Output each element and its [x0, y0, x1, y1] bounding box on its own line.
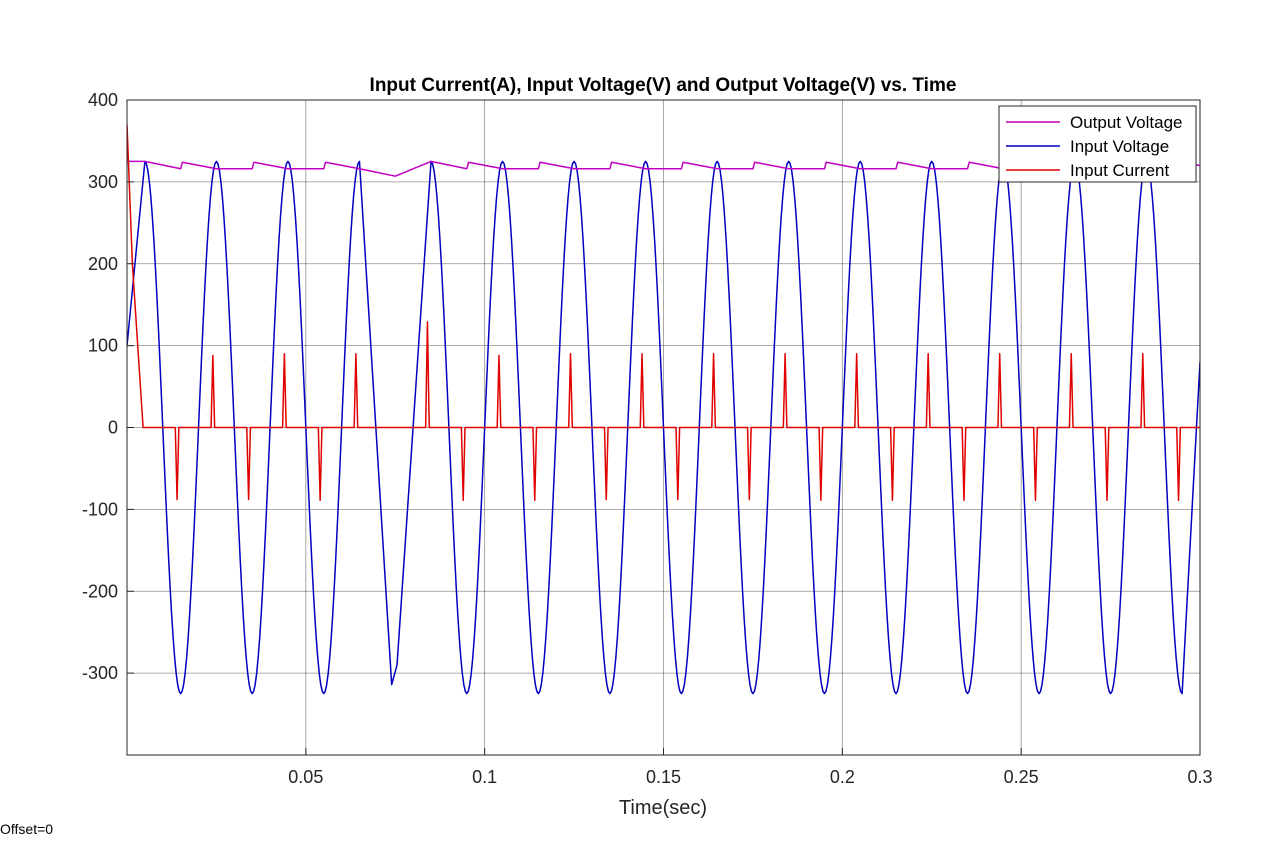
series-line-input-voltage	[127, 160, 1200, 695]
x-axis-label: Time(sec)	[619, 797, 707, 819]
x-tick-label: 0.1	[472, 767, 497, 787]
x-tick-label: 0.15	[646, 767, 681, 787]
legend: Output Voltage Input Voltage Input Current	[998, 105, 1197, 183]
y-tick-label: 0	[108, 418, 118, 438]
legend-label: Input Voltage	[1070, 137, 1169, 156]
y-tick-label: 200	[88, 254, 118, 274]
y-tick-label: -200	[82, 581, 118, 601]
y-tick-label: 100	[88, 336, 118, 356]
x-tick-label: 0.05	[288, 767, 323, 787]
x-tick-label: 0.2	[830, 767, 855, 787]
y-tick-label: -300	[82, 663, 118, 683]
y-tick-label: 400	[88, 90, 118, 110]
chart-title: Input Current(A), Input Voltage(V) and O…	[370, 75, 957, 96]
series-line-input-current	[127, 124, 1200, 502]
x-tick-label: 0.3	[1187, 767, 1212, 787]
legend-label: Output Voltage	[1070, 113, 1182, 132]
legend-label: Input Current	[1070, 161, 1169, 180]
y-tick-label: 300	[88, 172, 118, 192]
x-tick-label: 0.25	[1004, 767, 1039, 787]
ticks: 0.05 0.1 0.15 0.2 0.25 0.3 -300 -200 -100 0 100 200…	[82, 90, 1213, 787]
offset-label: Offset=0	[0, 821, 54, 837]
y-tick-label: -100	[82, 499, 118, 519]
